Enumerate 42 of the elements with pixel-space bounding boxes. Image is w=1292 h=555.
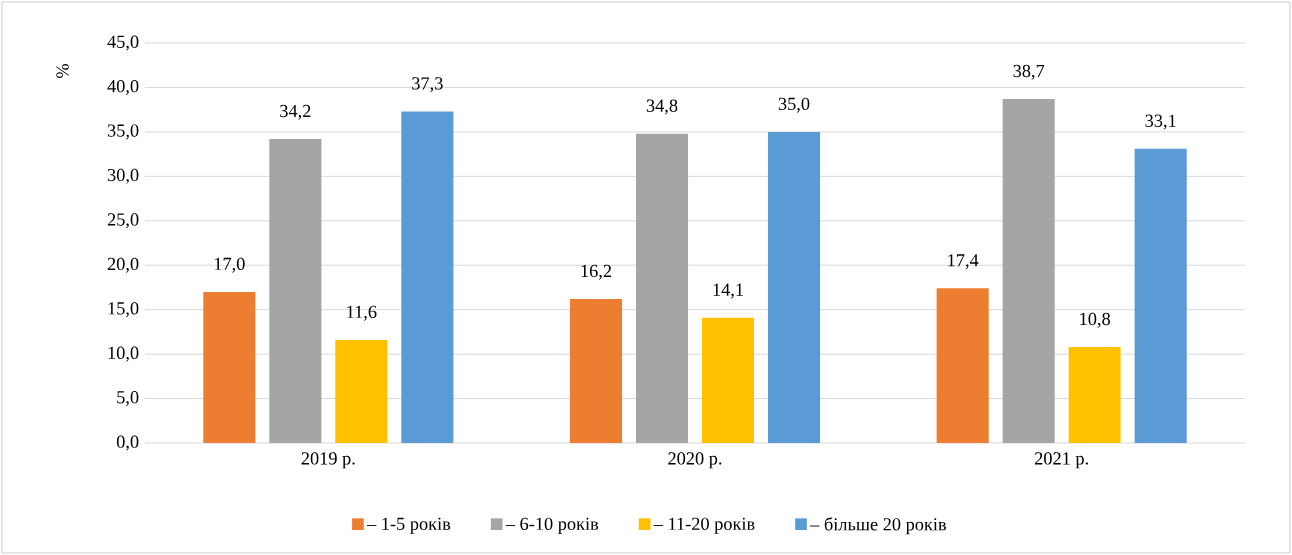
bar	[767, 131, 821, 443]
y-tick-label: 30,0	[107, 168, 139, 184]
y-tick-label: 45,0	[107, 35, 139, 51]
x-tick-label: 2020 р.	[668, 452, 722, 469]
bar	[401, 111, 454, 443]
bar	[936, 288, 989, 443]
y-tick-label: 20,0	[107, 257, 139, 273]
x-tick-label: 2021 р.	[1034, 452, 1088, 469]
y-tick-label: 15,0	[108, 302, 139, 318]
legend-label: – більше 20 років	[810, 517, 946, 535]
data-label: 14,1	[713, 283, 743, 299]
y-tick-label: 10,0	[108, 346, 139, 362]
bar	[1134, 148, 1187, 443]
y-tick-label: 0,0	[116, 435, 139, 451]
y-tick-label: 40,0	[107, 79, 139, 95]
y-tick-label: 5,0	[117, 391, 139, 407]
legend-label: – 11-20 років	[653, 517, 755, 534]
legend-label: – 6-10 років	[505, 517, 599, 534]
data-label: 35,0	[778, 97, 810, 113]
bar	[569, 299, 623, 443]
x-tick-label: 2019 р.	[301, 452, 355, 469]
bar	[1002, 99, 1055, 443]
y-tick-label: 25,0	[107, 213, 139, 229]
bar	[1068, 347, 1121, 443]
bar	[335, 339, 388, 443]
y-tick-label: 35,0	[107, 124, 139, 140]
data-label: 16,2	[581, 264, 612, 280]
bar	[635, 133, 689, 443]
bar	[203, 291, 256, 443]
data-label: 11,6	[347, 305, 377, 321]
data-label: 37,3	[412, 77, 443, 93]
data-label: 10,8	[1080, 312, 1111, 328]
data-label: 34,8	[646, 99, 678, 115]
data-label: 34,2	[280, 104, 311, 120]
y-axis-title: %	[56, 64, 69, 79]
bar	[269, 139, 322, 443]
legend-label: – 1-5 років	[366, 517, 451, 534]
data-label: 38,7	[1013, 64, 1045, 80]
data-label: 17,4	[948, 254, 979, 270]
bar	[701, 317, 755, 443]
data-label: 33,1	[1145, 114, 1176, 130]
data-label: 17,0	[214, 257, 245, 273]
